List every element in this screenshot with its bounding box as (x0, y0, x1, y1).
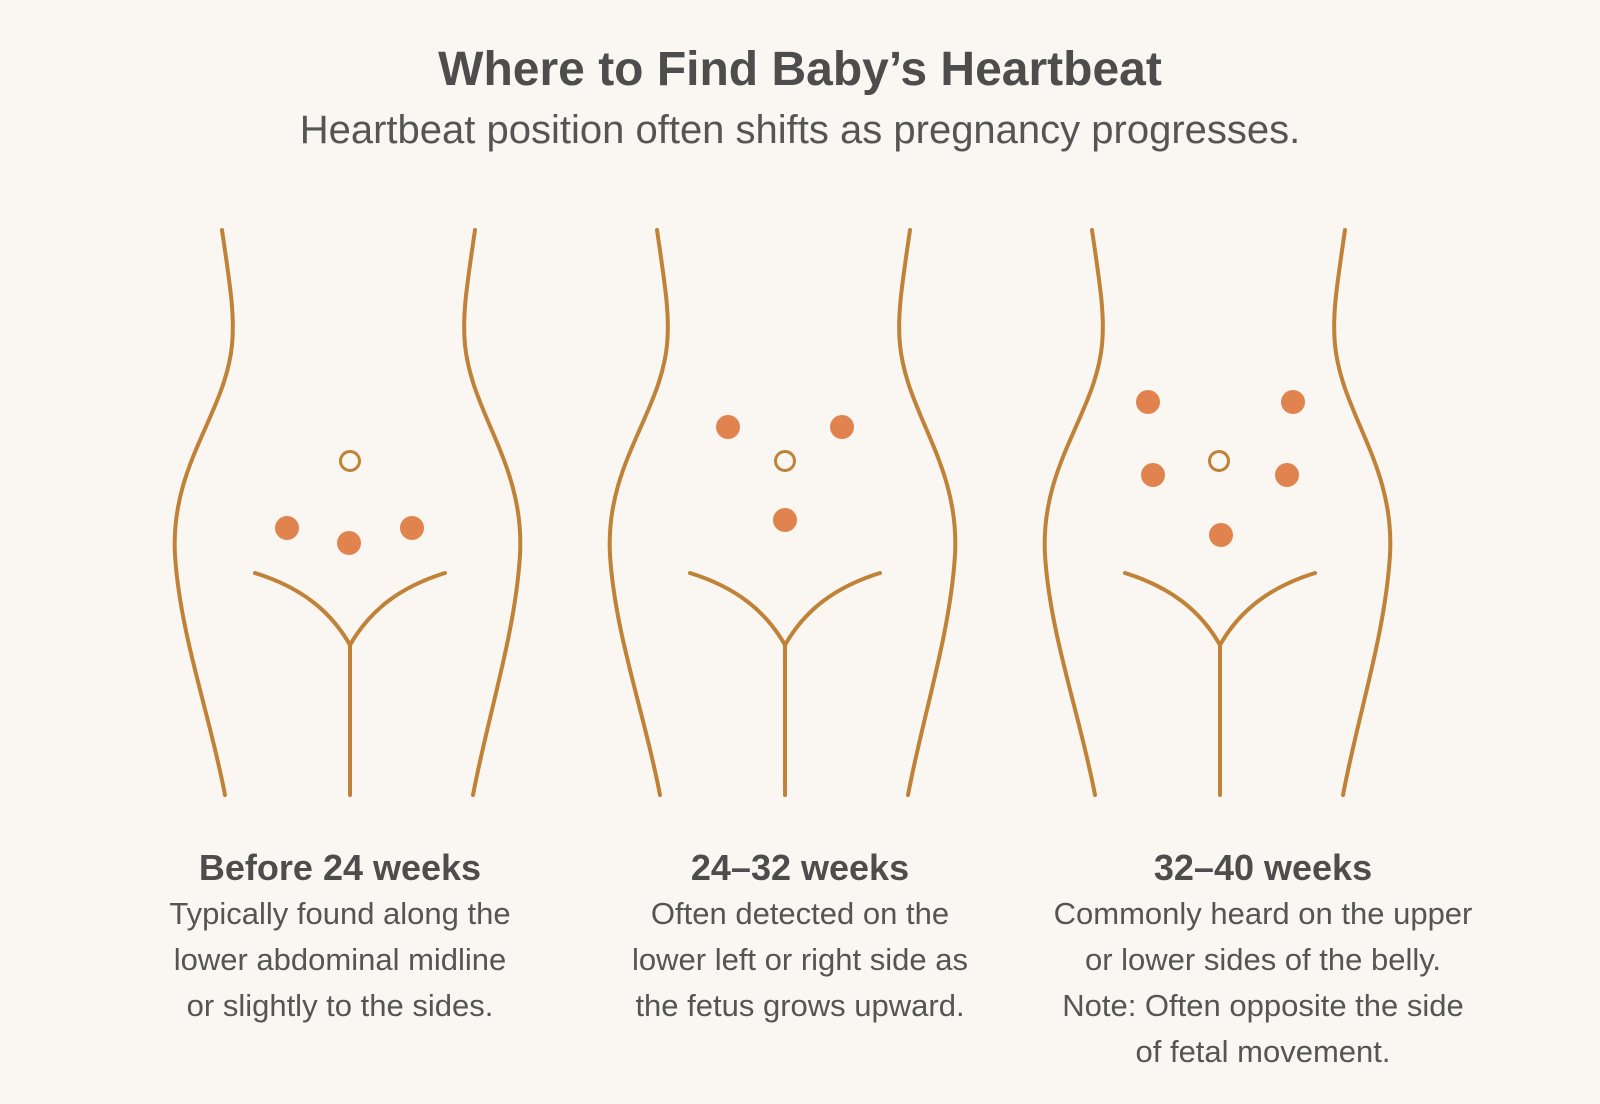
caption-text-line: or slightly to the sides. (186, 988, 494, 1023)
caption-title: Before 24 weeks (198, 847, 482, 888)
groin-line (688, 571, 882, 650)
caption-text-line: or lower sides of the belly. (1084, 942, 1442, 977)
panel-24-32-weeks (535, 225, 1035, 805)
torso-right-outline (462, 228, 523, 797)
caption-text-line: lower abdominal midline (173, 942, 507, 977)
groin-line (253, 571, 447, 650)
navel-marker (339, 450, 361, 472)
torso-diagram-3 (1042, 228, 1393, 797)
caption-text-line: Note: Often opposite the side (1062, 988, 1464, 1023)
torso-diagram-1 (172, 228, 523, 797)
torso-diagram-2 (607, 228, 958, 797)
heartbeat-dot (773, 508, 797, 532)
torso-left-outline (607, 228, 670, 797)
page-title: Where to Find Baby’s Heartbeat (438, 43, 1162, 96)
caption-text-line: the fetus grows upward. (635, 988, 965, 1023)
caption-text-line: Commonly heard on the upper (1053, 896, 1473, 931)
header: Where to Find Baby’s Heartbeat Heartbeat… (0, 40, 1600, 156)
caption-text-line: Typically found along the (169, 896, 511, 931)
torso-left-outline (1042, 228, 1105, 797)
caption-title: 24–32 weeks (690, 847, 910, 888)
panel-before-24-weeks (100, 225, 600, 805)
torso-left-outline (172, 228, 235, 797)
torso-right-outline (1332, 228, 1393, 797)
groin-line (1123, 571, 1317, 650)
heartbeat-dot (1136, 390, 1160, 414)
panel-32-40-weeks (970, 225, 1470, 805)
page-subtitle: Heartbeat position often shifts as pregn… (299, 108, 1301, 152)
heartbeat-dot (716, 415, 740, 439)
caption-24-32-weeks: 24–32 weeks Often detected on the lower … (540, 845, 1060, 1029)
heartbeat-dot (337, 531, 361, 555)
torso-right-outline (897, 228, 958, 797)
navel-marker (1208, 450, 1230, 472)
heartbeat-dot (1275, 463, 1299, 487)
caption-before-24-weeks: Before 24 weeks Typically found along th… (80, 845, 600, 1029)
caption-32-40-weeks: 32–40 weeks Commonly heard on the upper … (1003, 845, 1523, 1075)
navel-marker (774, 450, 796, 472)
heartbeat-dot (1209, 523, 1233, 547)
caption-text-line: of fetal movement. (1135, 1034, 1391, 1069)
heartbeat-dot (830, 415, 854, 439)
caption-title: 32–40 weeks (1153, 847, 1373, 888)
caption-text-line: Often detected on the (650, 896, 950, 931)
heartbeat-dot (1141, 463, 1165, 487)
heartbeat-dot (275, 516, 299, 540)
caption-text-line: lower left or right side as (632, 942, 968, 977)
heartbeat-dot (400, 516, 424, 540)
heartbeat-dot (1281, 390, 1305, 414)
